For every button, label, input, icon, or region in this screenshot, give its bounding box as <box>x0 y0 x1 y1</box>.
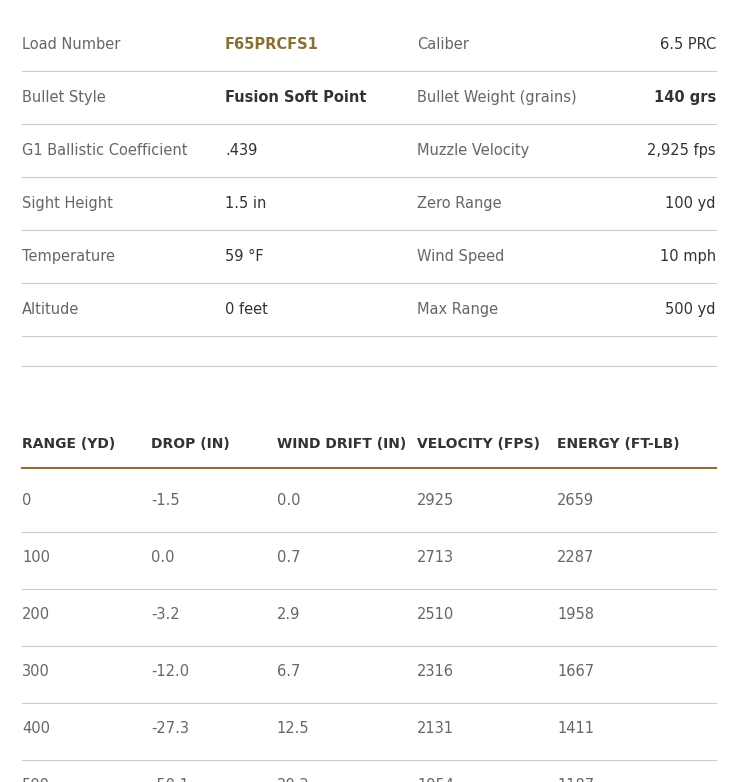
Text: RANGE (YD): RANGE (YD) <box>22 436 115 450</box>
Text: G1 Ballistic Coefficient: G1 Ballistic Coefficient <box>22 143 187 158</box>
Text: DROP (IN): DROP (IN) <box>151 436 230 450</box>
Text: .439: .439 <box>225 143 258 158</box>
Text: 0.0: 0.0 <box>277 493 300 508</box>
Text: 0.0: 0.0 <box>151 551 175 565</box>
Text: 0: 0 <box>22 493 32 508</box>
Text: 10 mph: 10 mph <box>660 249 716 264</box>
Text: 1187: 1187 <box>557 778 594 782</box>
Text: 1.5 in: 1.5 in <box>225 196 266 211</box>
Text: Bullet Weight (grains): Bullet Weight (grains) <box>417 90 576 105</box>
Text: 2.9: 2.9 <box>277 607 300 622</box>
Text: 400: 400 <box>22 721 50 736</box>
Text: 12.5: 12.5 <box>277 721 309 736</box>
Text: 6.5 PRC: 6.5 PRC <box>660 37 716 52</box>
Text: 2316: 2316 <box>417 664 454 679</box>
Text: Wind Speed: Wind Speed <box>417 249 504 264</box>
Text: 0 feet: 0 feet <box>225 302 268 317</box>
Text: 2510: 2510 <box>417 607 454 622</box>
Text: 2287: 2287 <box>557 551 595 565</box>
Text: 100: 100 <box>22 551 50 565</box>
Text: -27.3: -27.3 <box>151 721 189 736</box>
Text: 0.7: 0.7 <box>277 551 300 565</box>
Text: Altitude: Altitude <box>22 302 80 317</box>
Text: 2659: 2659 <box>557 493 594 508</box>
Text: F65PRCFS1: F65PRCFS1 <box>225 37 319 52</box>
Text: Sight Height: Sight Height <box>22 196 113 211</box>
Text: -12.0: -12.0 <box>151 664 190 679</box>
Text: WIND DRIFT (IN): WIND DRIFT (IN) <box>277 436 406 450</box>
Text: 300: 300 <box>22 664 50 679</box>
Text: Max Range: Max Range <box>417 302 498 317</box>
Text: Fusion Soft Point: Fusion Soft Point <box>225 90 367 105</box>
Text: Temperature: Temperature <box>22 249 115 264</box>
Text: Muzzle Velocity: Muzzle Velocity <box>417 143 529 158</box>
Text: 200: 200 <box>22 607 50 622</box>
Text: 1411: 1411 <box>557 721 594 736</box>
Text: 1958: 1958 <box>557 607 594 622</box>
Text: ENERGY (FT-LB): ENERGY (FT-LB) <box>557 436 680 450</box>
Text: Caliber: Caliber <box>417 37 469 52</box>
Text: -1.5: -1.5 <box>151 493 180 508</box>
Text: -50.1: -50.1 <box>151 778 189 782</box>
Text: 140 grs: 140 grs <box>654 90 716 105</box>
Text: 2925: 2925 <box>417 493 454 508</box>
Text: 6.7: 6.7 <box>277 664 300 679</box>
Text: Bullet Style: Bullet Style <box>22 90 106 105</box>
Text: VELOCITY (FPS): VELOCITY (FPS) <box>417 436 540 450</box>
Text: Zero Range: Zero Range <box>417 196 502 211</box>
Text: Load Number: Load Number <box>22 37 120 52</box>
Text: 1954: 1954 <box>417 778 454 782</box>
Text: 500 yd: 500 yd <box>666 302 716 317</box>
Text: 20.2: 20.2 <box>277 778 310 782</box>
Text: 100 yd: 100 yd <box>666 196 716 211</box>
Text: 500: 500 <box>22 778 50 782</box>
Text: -3.2: -3.2 <box>151 607 180 622</box>
Text: 2131: 2131 <box>417 721 454 736</box>
Text: 2,925 fps: 2,925 fps <box>647 143 716 158</box>
Text: 59 °F: 59 °F <box>225 249 263 264</box>
Text: 2713: 2713 <box>417 551 454 565</box>
Text: 1667: 1667 <box>557 664 594 679</box>
